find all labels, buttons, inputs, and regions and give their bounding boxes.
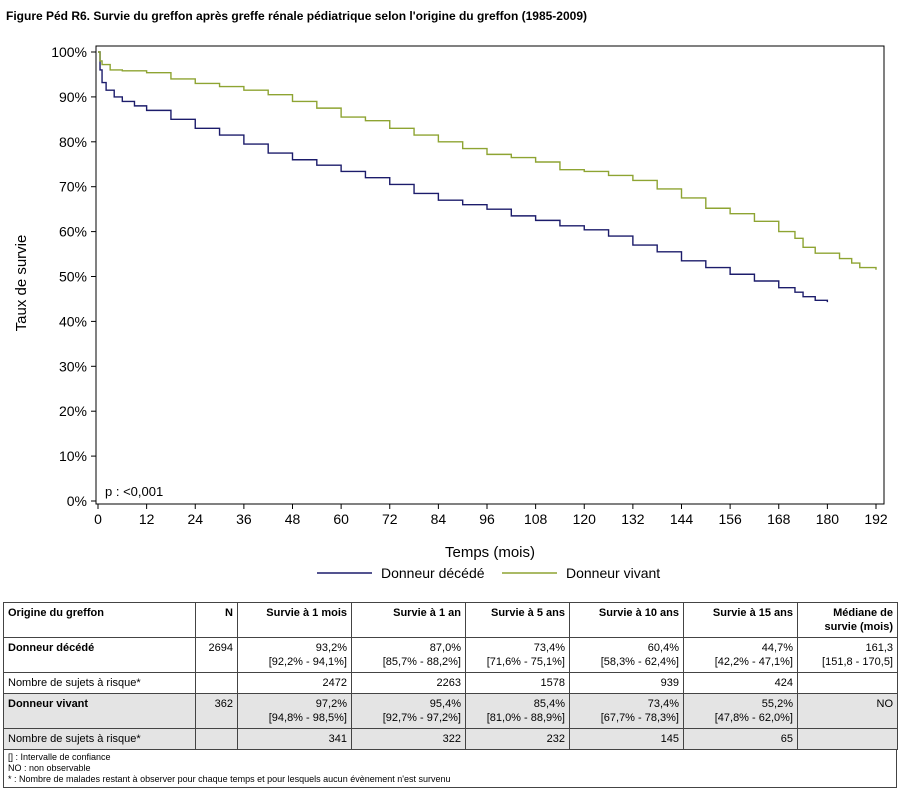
p-value-annotation: p : <0,001 [105,484,163,499]
cell-risk: 939 [569,672,684,694]
cell-value: 55,2% [47,8% - 62,0%] [683,693,798,729]
plot-frame [95,45,885,505]
series-line-donneur-vivant [98,51,877,270]
cell-risk: 145 [569,728,684,750]
y-tick-label: 40% [59,313,87,329]
x-tick-label: 144 [670,511,694,527]
cell-risk: 341 [237,728,352,750]
cell-risk: 65 [683,728,798,750]
x-tick-label: 36 [236,511,252,527]
y-tick-label: 70% [59,179,87,195]
cell-risk: 2472 [237,672,352,694]
header-survie-1-mois: Survie à 1 mois [237,602,352,638]
x-tick-label: 108 [524,511,548,527]
figure-title: Figure Péd R6. Survie du greffon après g… [6,9,587,23]
cell-value: 97,2% [94,8% - 98,5%] [237,693,352,729]
header-survie-10-ans: Survie à 10 ans [569,602,684,638]
y-tick-label: 20% [59,403,87,419]
x-tick-label: 192 [864,511,888,527]
x-axis-label: Temps (mois) [445,544,535,561]
row-label: Donneur décédé [3,637,196,673]
cell-risk [797,728,898,750]
header-survie-5-ans: Survie à 5 ans [465,602,570,638]
cell-value: 87,0% [85,7% - 88,2%] [351,637,466,673]
cell-risk: 2263 [351,672,466,694]
cell-risk [797,672,898,694]
cell-value: 73,4% [67,7% - 78,3%] [569,693,684,729]
x-tick-label: 84 [431,511,447,527]
x-tick-label: 48 [285,511,301,527]
risk-label: Nombre de sujets à risque* [3,728,196,750]
cell-value: 60,4% [58,3% - 62,4%] [569,637,684,673]
x-tick-label: 96 [479,511,495,527]
cell-empty [195,728,238,750]
cell-value: 44,7% [42,2% - 47,1%] [683,637,798,673]
cell-risk: 232 [465,728,570,750]
cell-value: 161,3 [151,8 - 170,5] [797,637,898,673]
x-tick-label: 12 [139,511,155,527]
x-tick-label: 132 [621,511,645,527]
x-tick-label: 156 [718,511,742,527]
row-label: Donneur vivant [3,693,196,729]
x-tick-label: 24 [187,511,203,527]
cell-value: NO [797,693,898,729]
table-notes: [] : Intervalle de confiance NO : non ob… [3,750,897,788]
table-row-donneur-decede: Donneur décédé 2694 93,2% [92,2% - 94,1%]… [3,637,898,673]
y-tick-label: 60% [59,224,87,240]
table-header-row: Origine du greffon N Survie à 1 mois Sur… [3,602,898,638]
legend-label: Donneur décédé [381,565,485,581]
cell-n: 2694 [195,637,238,673]
survival-table-container: Origine du greffon N Survie à 1 mois Sur… [3,602,898,788]
header-survie-15-ans: Survie à 15 ans [683,602,798,638]
x-tick-label: 72 [382,511,398,527]
series-line-donneur-decede [98,51,829,303]
cell-value: 73,4% [71,6% - 75,1%] [465,637,570,673]
x-tick-label: 180 [816,511,840,527]
note-ci: [] : Intervalle de confiance [8,752,111,762]
header-survie-1-an: Survie à 1 an [351,602,466,638]
cell-risk: 424 [683,672,798,694]
y-tick-label: 0% [67,493,87,509]
cell-value: 95,4% [92,7% - 97,2%] [351,693,466,729]
x-tick-label: 60 [333,511,349,527]
x-tick-label: 0 [94,511,102,527]
table-row-risk-vivant: Nombre de sujets à risque* 341 322 232 1… [3,728,898,750]
cell-empty [195,672,238,694]
cell-value: 85,4% [81,0% - 88,9%] [465,693,570,729]
table-row-risk-decede: Nombre de sujets à risque* 2472 2263 157… [3,672,898,694]
y-tick-label: 10% [59,448,87,464]
x-tick-label: 168 [767,511,791,527]
survival-table: Origine du greffon N Survie à 1 mois Sur… [3,602,898,750]
header-mediane: Médiane de survie (mois) [797,602,898,638]
x-tick-label: 120 [573,511,597,527]
y-tick-label: 90% [59,89,87,105]
cell-risk: 1578 [465,672,570,694]
risk-label: Nombre de sujets à risque* [3,672,196,694]
header-n: N [195,602,238,638]
table-row-donneur-vivant: Donneur vivant 362 97,2% [94,8% - 98,5%] … [3,693,898,729]
y-tick-label: 80% [59,134,87,150]
y-tick-label: 30% [59,358,87,374]
y-tick-label: 100% [51,44,87,60]
survival-chart: 0% 10% 20% 30% 40% 50% 60% 70% 80% 90% 100% 0 12 24 36… [13,44,888,581]
y-tick-label: 50% [59,269,87,285]
cell-value: 93,2% [92,2% - 94,1%] [237,637,352,673]
y-axis-label: Taux de survie [13,235,30,332]
header-origine: Origine du greffon [3,602,196,638]
cell-risk: 322 [351,728,466,750]
cell-n: 362 [195,693,238,729]
note-no: NO : non observable [8,763,91,773]
legend-label: Donneur vivant [566,565,660,581]
note-risk: * : Nombre de malades restant à observer… [8,774,451,784]
